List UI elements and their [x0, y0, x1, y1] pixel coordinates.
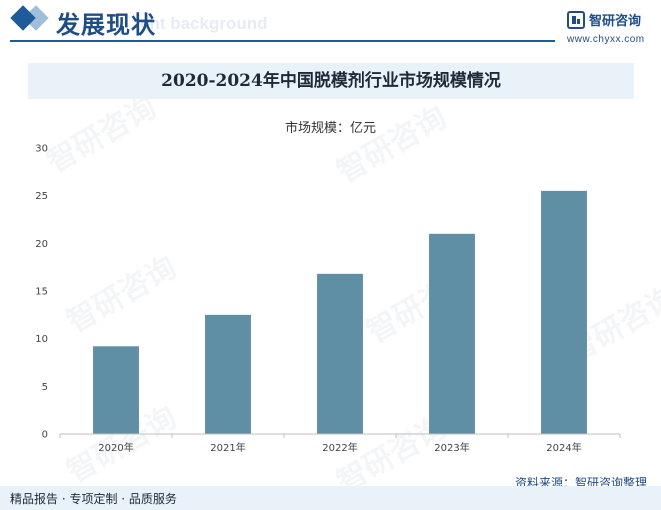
x-tick-label: 2023年	[434, 441, 469, 454]
bar-chart: 0 5 10 15 20 25 30 2020年 2021年 2022年 2023年 2024年	[35, 144, 621, 454]
brand-name: 智研咨询	[589, 14, 642, 29]
bar-2023年	[429, 233, 475, 434]
y-tick-label: 15	[35, 287, 48, 298]
bar-2020年	[93, 346, 139, 434]
y-tick-label: 5	[42, 382, 48, 393]
section-watermark: ent background	[140, 14, 268, 33]
section-title: 发展现状	[56, 10, 156, 39]
bar-2024年	[541, 190, 587, 434]
y-tick-label: 25	[35, 191, 48, 202]
y-tick-label: 20	[35, 239, 48, 250]
y-tick-label: 0	[42, 430, 48, 441]
chart-title: 2020-2024年中国脱模剂行业市场规模情况	[161, 71, 501, 91]
bars	[93, 190, 587, 434]
x-tick-label: 2021年	[210, 441, 245, 454]
x-tick-label: 2020年	[98, 441, 133, 454]
y-tick-label: 30	[35, 144, 48, 155]
footer-tagline: 精品报告 · 专项定制 · 品质服务	[10, 492, 177, 506]
x-axis: 2020年 2021年 2022年 2023年 2024年	[59, 433, 621, 454]
brand-icon	[567, 11, 585, 29]
bar-2022年	[317, 273, 363, 434]
x-tick-label: 2022年	[322, 441, 357, 454]
footer-bar: 精品报告 · 专项定制 · 品质服务	[0, 486, 661, 510]
header-divider	[10, 40, 555, 42]
y-tick-label: 10	[35, 334, 48, 345]
x-tick-label: 2024年	[546, 441, 581, 454]
bar-2021年	[205, 314, 251, 434]
y-axis: 0 5 10 15 20 25 30	[35, 144, 48, 441]
section-header: ent background 发展现状 智研咨询 www.chyxx.com	[0, 0, 661, 46]
unit-label: 市场规模：亿元	[284, 121, 376, 136]
title-banner: 2020-2024年中国脱模剂行业市场规模情况	[28, 63, 634, 99]
brand-url: www.chyxx.com	[567, 34, 645, 45]
